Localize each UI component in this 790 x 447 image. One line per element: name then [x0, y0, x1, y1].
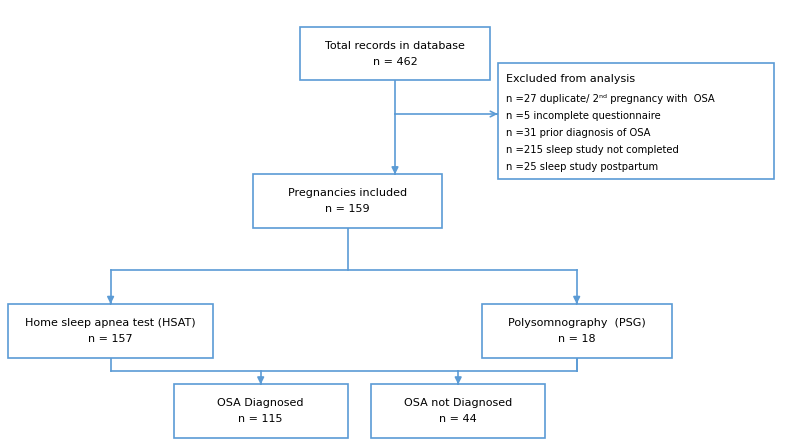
- FancyBboxPatch shape: [8, 304, 213, 358]
- Text: Pregnancies included: Pregnancies included: [288, 188, 407, 198]
- Text: n = 159: n = 159: [325, 204, 370, 214]
- Text: n = 157: n = 157: [88, 334, 133, 344]
- Text: n =27 duplicate/ 2ⁿᵈ pregnancy with  OSA: n =27 duplicate/ 2ⁿᵈ pregnancy with OSA: [506, 94, 714, 104]
- Text: n =5 incomplete questionnaire: n =5 incomplete questionnaire: [506, 111, 660, 121]
- Text: Total records in database: Total records in database: [325, 41, 465, 51]
- Text: n = 462: n = 462: [373, 57, 417, 67]
- Text: n = 18: n = 18: [558, 334, 596, 344]
- FancyBboxPatch shape: [300, 27, 490, 80]
- Text: OSA Diagnosed: OSA Diagnosed: [217, 398, 304, 408]
- Text: n =25 sleep study postpartum: n =25 sleep study postpartum: [506, 162, 658, 172]
- FancyBboxPatch shape: [371, 384, 545, 438]
- FancyBboxPatch shape: [482, 304, 672, 358]
- FancyBboxPatch shape: [498, 63, 774, 179]
- Text: Home sleep apnea test (HSAT): Home sleep apnea test (HSAT): [25, 318, 196, 328]
- Text: OSA not Diagnosed: OSA not Diagnosed: [404, 398, 513, 408]
- FancyBboxPatch shape: [253, 174, 442, 228]
- Text: n = 115: n = 115: [239, 414, 283, 424]
- Text: n = 44: n = 44: [439, 414, 477, 424]
- Text: n =31 prior diagnosis of OSA: n =31 prior diagnosis of OSA: [506, 128, 650, 138]
- FancyBboxPatch shape: [174, 384, 348, 438]
- Text: Excluded from analysis: Excluded from analysis: [506, 74, 634, 84]
- Text: Polysomnography  (PSG): Polysomnography (PSG): [508, 318, 645, 328]
- Text: n =215 sleep study not completed: n =215 sleep study not completed: [506, 145, 679, 155]
